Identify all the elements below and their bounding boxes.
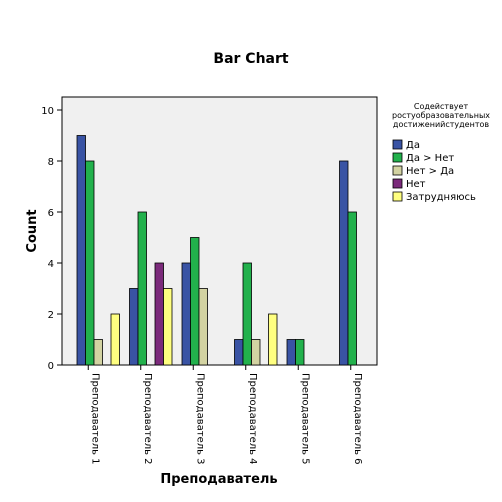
bar [163, 288, 173, 366]
bar [251, 339, 261, 366]
legend-title: Содействует [414, 102, 469, 111]
bar [242, 262, 252, 366]
x-tick-label: Преподаватель 5 [299, 373, 310, 465]
y-axis-title: Count [25, 209, 40, 252]
y-tick-label: 10 [41, 106, 54, 117]
bar [137, 211, 147, 366]
y-tick-label: 6 [48, 208, 54, 219]
bar [286, 339, 296, 366]
bar [154, 262, 164, 366]
legend-swatch [392, 165, 403, 176]
legend-title: достиженийстудентов [393, 120, 489, 129]
bar [347, 211, 357, 366]
legend-swatch [392, 139, 403, 150]
y-tick-label: 4 [48, 259, 54, 270]
legend-label: Нет > Да [406, 166, 454, 177]
bar [339, 160, 349, 366]
legend-swatch [392, 178, 403, 189]
y-tick-label: 0 [48, 361, 54, 372]
y-tick-label: 2 [48, 310, 54, 321]
y-axis: 0 2 4 6 8 10 [41, 106, 62, 372]
chart-title: Bar Chart [213, 51, 288, 67]
legend-label: Затрудняюсь [406, 192, 476, 203]
y-tick-label: 8 [48, 157, 54, 168]
x-tick-label: Преподаватель 4 [247, 373, 258, 465]
legend-label: Да > Нет [406, 153, 454, 164]
bar [129, 288, 139, 366]
bar [76, 135, 86, 366]
legend-title: ростуобразовательных [392, 111, 490, 120]
legend-label: Нет [406, 179, 426, 190]
legend: Содействуетростуобразовательныхдостижени… [392, 102, 490, 203]
bar [85, 160, 95, 366]
bar [190, 237, 200, 366]
plot-area [61, 96, 378, 366]
x-tick-label: Преподаватель 6 [352, 373, 363, 465]
bar [268, 313, 278, 366]
legend-label: Да [406, 140, 420, 151]
bars-group [76, 135, 357, 366]
bar [295, 339, 305, 366]
x-tick-label: Преподаватель 3 [194, 373, 205, 465]
bar [110, 313, 120, 366]
x-axis-title: Преподаватель [160, 472, 277, 487]
bar [93, 339, 103, 366]
x-tick-label: Преподаватель 1 [89, 373, 100, 465]
legend-swatch [392, 191, 403, 202]
bar [234, 339, 244, 366]
x-tick-label: Преподаватель 2 [142, 373, 153, 465]
bar [198, 288, 208, 366]
bar [181, 262, 191, 366]
x-axis: Преподаватель 1 Преподаватель 2 Преподават… [87, 365, 363, 465]
legend-swatch [392, 152, 403, 163]
